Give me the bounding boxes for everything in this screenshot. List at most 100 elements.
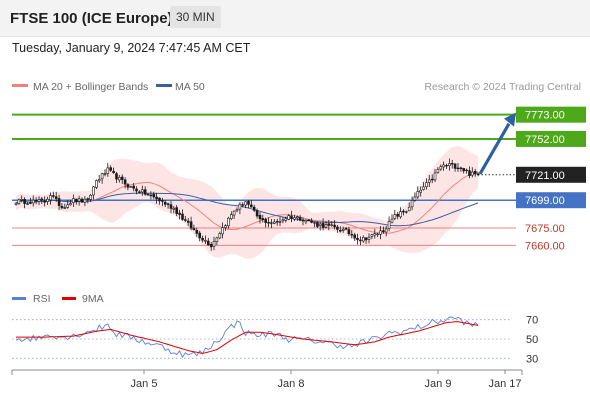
- candle-body: [141, 189, 144, 193]
- forecast-arrow-shaft: [478, 122, 511, 175]
- candle-body: [181, 213, 184, 220]
- candle-body: [290, 215, 293, 219]
- candle-body: [198, 232, 201, 239]
- candle-body: [425, 182, 428, 187]
- candle-body: [46, 199, 49, 202]
- candle-body: [396, 214, 400, 217]
- resistance-label-box-7752.00: [516, 130, 586, 147]
- candle-body: [92, 186, 95, 196]
- candle-body: [468, 170, 471, 176]
- candle-body: [430, 178, 434, 181]
- ma20-legend-swatch: [12, 84, 28, 87]
- candle-body: [149, 194, 153, 197]
- candle-body: [112, 170, 115, 174]
- candle-body: [34, 200, 38, 202]
- candle-body: [100, 173, 104, 180]
- support-label-7660.00: 7660.00: [525, 240, 565, 252]
- candle-body: [31, 199, 35, 204]
- candle-body: [43, 200, 47, 203]
- candle-body: [66, 204, 69, 208]
- candle-body: [215, 237, 219, 242]
- candle-body: [416, 191, 420, 198]
- candle-body: [404, 211, 408, 213]
- candle-body: [212, 241, 216, 247]
- candle-body: [419, 190, 423, 193]
- candle-body: [89, 195, 92, 200]
- candle-body: [146, 194, 150, 196]
- chart-title: FTSE 100 (ICE Europe): [10, 10, 173, 27]
- timeframe-button[interactable]: 30 MIN: [170, 6, 221, 28]
- candle-body: [465, 169, 468, 172]
- candle-body: [26, 203, 29, 205]
- candle-body: [399, 211, 402, 218]
- candle-body: [442, 164, 445, 168]
- candle-body: [17, 199, 21, 204]
- candle-body: [175, 207, 178, 214]
- x-axis-label: Jan 9: [425, 378, 452, 390]
- candle-body: [184, 219, 187, 221]
- candle-body: [51, 195, 55, 197]
- candle-body: [250, 204, 253, 208]
- candle-body: [97, 179, 101, 182]
- candle-body: [384, 228, 388, 233]
- candle-body: [376, 233, 379, 235]
- candle-body: [83, 198, 87, 203]
- candle-body: [143, 189, 147, 195]
- ma50-legend-swatch: [156, 84, 172, 87]
- candle-body: [350, 234, 354, 236]
- candle-body: [382, 230, 385, 233]
- candle-body: [324, 224, 328, 228]
- candle-body: [14, 202, 18, 205]
- support-label-7675.00: 7675.00: [525, 223, 565, 235]
- candle-body: [364, 237, 368, 241]
- rsi-legend-label: RSI: [33, 293, 51, 305]
- candle-body: [120, 176, 124, 180]
- candle-body: [278, 221, 282, 223]
- candle-body: [230, 214, 233, 219]
- candle-body: [115, 173, 118, 180]
- source-credit: Research © 2024 Trading Central: [424, 81, 581, 93]
- candle-body: [80, 198, 84, 203]
- candle-body: [195, 230, 199, 234]
- candle-body: [393, 214, 397, 219]
- candle-body: [281, 219, 285, 222]
- candle-body: [353, 234, 357, 239]
- ma20-legend-label: MA 20 + Bollinger Bands: [33, 81, 148, 93]
- candle-body: [301, 219, 305, 222]
- candle-body: [448, 163, 451, 166]
- x-axis-label: Jan 17: [488, 378, 521, 390]
- candle-body: [459, 167, 463, 169]
- candle-body: [258, 215, 262, 220]
- candle-body: [407, 206, 411, 212]
- candle-body: [235, 209, 239, 212]
- candle-body: [247, 201, 250, 205]
- candle-body: [333, 224, 336, 228]
- candle-body: [75, 198, 78, 203]
- candle-body: [54, 196, 58, 199]
- candle-body: [189, 221, 193, 229]
- candle-body: [275, 221, 279, 223]
- candle-body: [72, 198, 75, 203]
- candle-body: [95, 180, 98, 188]
- candle-body: [304, 219, 308, 223]
- candle-body: [439, 166, 443, 170]
- candle-body: [57, 198, 61, 206]
- candle-body: [410, 200, 414, 208]
- candle-body: [361, 237, 365, 242]
- candle-body: [29, 202, 32, 204]
- candle-body: [169, 204, 173, 209]
- candle-body: [427, 179, 431, 183]
- candle-body: [287, 215, 291, 220]
- candle-body: [201, 237, 204, 241]
- ma50-line: [15, 192, 479, 227]
- candle-body: [456, 167, 460, 170]
- candle-body: [255, 210, 259, 217]
- candle-body: [161, 200, 164, 202]
- candle-body: [135, 188, 138, 192]
- candle-body: [37, 199, 41, 202]
- candle-body: [270, 222, 273, 224]
- last-label-7721.00: 7721.00: [525, 170, 565, 182]
- candle-body: [69, 203, 72, 206]
- candle-body: [261, 218, 265, 221]
- candle-body: [422, 186, 425, 190]
